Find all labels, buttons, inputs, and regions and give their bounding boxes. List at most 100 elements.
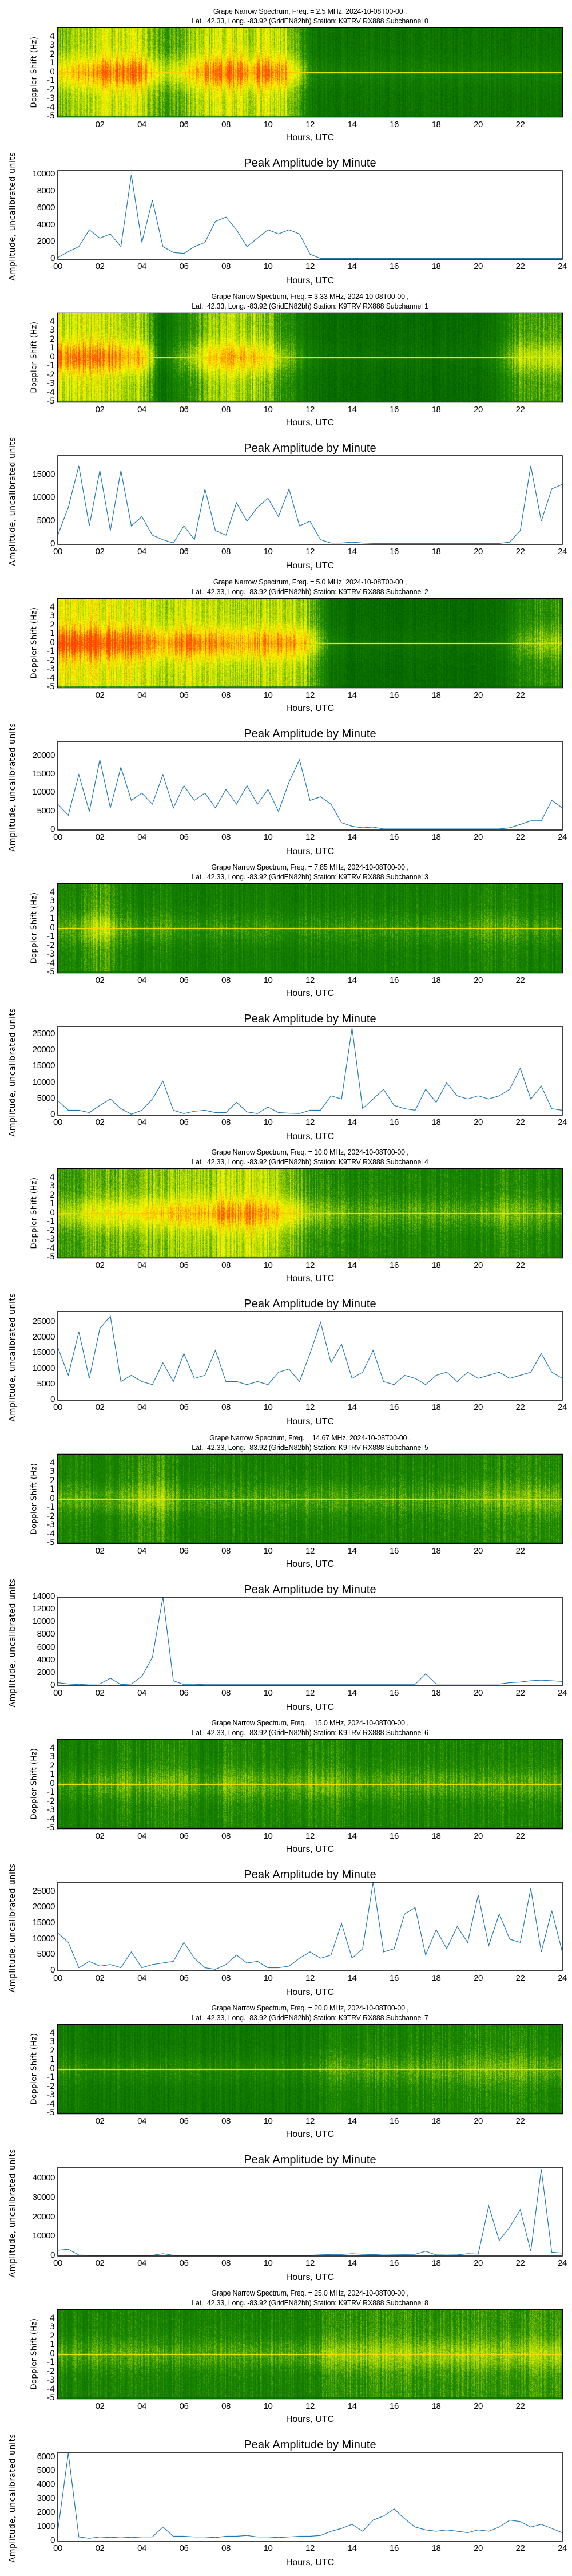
- amplitude-xtick-label: 12: [305, 262, 315, 271]
- spectrogram-plot: [57, 1453, 563, 1544]
- spectrogram-ytick-label: 3: [50, 1182, 55, 1191]
- amplitude-axes-frame: [57, 455, 563, 545]
- amplitude-ytick-label: 10000: [32, 1617, 55, 1627]
- amplitude-ytick-label: 6000: [37, 1642, 55, 1652]
- spectrogram-title-line2: Lat. 42.33, Long. -83.92 (GridEN82bh) St…: [192, 1158, 428, 1166]
- spectrogram-xtick-label: 20: [474, 1831, 483, 1841]
- spectrogram-xtick-label: 12: [305, 1261, 315, 1270]
- amplitude-ytick-label: 20000: [32, 750, 55, 760]
- spectrogram-xtick-label: 22: [515, 120, 525, 129]
- amplitude-xlabel: Hours, UTC: [285, 561, 335, 571]
- spectrogram-ytick-label: -5: [47, 112, 55, 121]
- spectrogram-title-line2: Lat. 42.33, Long. -83.92 (GridEN82bh) St…: [192, 17, 428, 25]
- amplitude-ytick-label: 10000: [32, 787, 55, 797]
- spectrogram-ytick-label: 1: [50, 1199, 55, 1208]
- amplitude-ytick-label: 10000: [32, 1363, 55, 1373]
- amplitude-ytick-label: 0: [50, 539, 55, 548]
- amplitude-xtick-label: 00: [53, 1402, 62, 1412]
- spectrogram-xtick-label: 16: [390, 690, 399, 700]
- spectrogram-xtick-label: 20: [474, 405, 483, 414]
- amplitude-xtick-label: 22: [515, 262, 525, 271]
- amplitude-ytick-label: 40000: [32, 2173, 55, 2183]
- amplitude-xtick-label: 02: [95, 1117, 105, 1127]
- spectrogram-heatmap: [58, 2310, 562, 2399]
- amplitude-xtick-label: 02: [95, 2543, 105, 2553]
- spectrogram-ytick-label: 2: [50, 334, 55, 344]
- spectrogram-ytick-label: 0: [50, 352, 55, 362]
- amplitude-xtick-label: 04: [137, 2258, 146, 2268]
- spectrogram-ytick-label: 3: [50, 1752, 55, 1761]
- amplitude-xtick-label: 06: [179, 547, 189, 556]
- amplitude-xtick-label: 18: [431, 262, 441, 271]
- amplitude-ytick-label: 10000: [32, 2231, 55, 2241]
- amplitude-plot: [57, 741, 563, 831]
- spectrogram-title-line1: Grape Narrow Spectrum, Freq. = 10.0 MHz,…: [211, 1148, 409, 1156]
- spectrogram-plot: [57, 312, 563, 403]
- spectrogram-xtick-label: 20: [474, 975, 483, 985]
- spectrogram-xlabel: Hours, UTC: [285, 418, 335, 428]
- spectrogram-ytick-label: -1: [47, 2073, 55, 2082]
- spectrogram-xtick-label: 10: [263, 2116, 273, 2126]
- amplitude-xtick-label: 08: [221, 832, 231, 842]
- amplitude-series-line: [57, 1597, 563, 1685]
- amplitude-xtick-label: 06: [179, 2543, 189, 2553]
- spectrogram-xtick-label: 02: [95, 975, 105, 985]
- amplitude-ytick-label: 15000: [32, 1917, 55, 1927]
- spectrogram-ytick-label: -1: [47, 361, 55, 370]
- amplitude-ylabel: Amplitude, uncalibrated units: [8, 1578, 17, 1708]
- amplitude-ylabel: Amplitude, uncalibrated units: [8, 722, 17, 852]
- spectrogram-ytick-label: -2: [47, 1511, 55, 1521]
- amplitude-title: Peak Amplitude by Minute: [244, 1868, 376, 1881]
- amplitude-xtick-label: 00: [53, 2543, 62, 2553]
- amplitude-series-line: [57, 1028, 563, 1115]
- amplitude-xtick-label: 08: [221, 1402, 231, 1412]
- spectrogram-ytick-label: -1: [47, 1788, 55, 1797]
- amplitude-xtick-label: 14: [347, 262, 357, 271]
- amplitude-xtick-label: 22: [515, 1117, 525, 1127]
- amplitude-xtick-label: 24: [558, 832, 567, 842]
- spectrogram-xtick-label: 22: [515, 1546, 525, 1556]
- amplitude-xtick-label: 02: [95, 832, 105, 842]
- spectrogram-xtick-label: 04: [137, 2401, 146, 2411]
- amplitude-ytick-label: 6000: [37, 2451, 55, 2462]
- spectrogram-ytick-label: 3: [50, 1467, 55, 1476]
- spectrogram-xtick-label: 14: [347, 405, 357, 414]
- amplitude-xtick-label: 02: [95, 2258, 105, 2268]
- spectrogram-xtick-label: 14: [347, 2401, 357, 2411]
- amplitude-xlabel: Hours, UTC: [285, 1417, 335, 1427]
- spectrogram-title-line2: Lat. 42.33, Long. -83.92 (GridEN82bh) St…: [192, 588, 428, 596]
- spectrogram-ytick-label: -2: [47, 1796, 55, 1806]
- spectrogram-xtick-label: 08: [221, 120, 231, 129]
- amplitude-xtick-label: 14: [347, 1402, 357, 1412]
- spectrogram-ytick-label: -2: [47, 941, 55, 950]
- spectrogram-ytick-label: 0: [50, 1208, 55, 1218]
- spectrogram-ytick-label: 2: [50, 1190, 55, 1200]
- spectrogram-ytick-label: 1: [50, 2055, 55, 2064]
- amplitude-xtick-label: 16: [390, 2258, 399, 2268]
- amplitude-xtick-label: 08: [221, 1117, 231, 1127]
- amplitude-ytick-label: 2000: [37, 2507, 55, 2518]
- spectrogram-xtick-label: 20: [474, 120, 483, 129]
- spectrogram-title-line1: Grape Narrow Spectrum, Freq. = 7.85 MHz,…: [211, 863, 409, 871]
- amplitude-ytick-label: 8000: [37, 185, 55, 196]
- spectrogram-ytick-label: -4: [47, 958, 55, 968]
- spectrogram-ytick-label: 4: [50, 887, 55, 897]
- spectrogram-ytick-label: 1: [50, 1485, 55, 1494]
- spectrogram-xtick-label: 12: [305, 690, 315, 700]
- spectrogram-ytick-label: -1: [47, 932, 55, 941]
- spectrogram-ytick-label: -4: [47, 1243, 55, 1253]
- spectrogram-ytick-label: 4: [50, 602, 55, 612]
- amplitude-ytick-label: 0: [50, 1394, 55, 1404]
- spectrogram-heatmap: [58, 1740, 562, 1828]
- spectrogram-xtick-label: 12: [305, 405, 315, 414]
- amplitude-xtick-label: 20: [474, 262, 483, 271]
- spectrogram-xtick-label: 10: [263, 120, 273, 129]
- amplitude-xtick-label: 20: [474, 1973, 483, 1983]
- spectrogram-title-line1: Grape Narrow Spectrum, Freq. = 2.5 MHz, …: [213, 7, 407, 15]
- spectrogram-xtick-label: 20: [474, 690, 483, 700]
- spectrogram-ytick-label: -3: [47, 950, 55, 959]
- spectrogram-ytick-label: -4: [47, 2384, 55, 2394]
- amplitude-xtick-label: 18: [431, 1402, 441, 1412]
- amplitude-ytick-label: 12000: [32, 1604, 55, 1614]
- channel-panel: Grape Narrow Spectrum, Freq. = 2.5 MHz, …: [0, 0, 572, 286]
